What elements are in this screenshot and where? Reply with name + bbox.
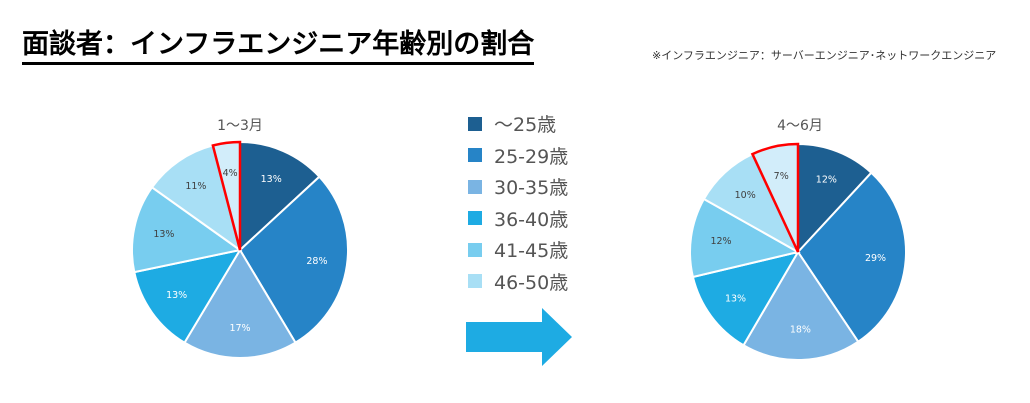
legend-item: 30-35歳	[468, 171, 568, 203]
legend-item: ～25歳	[468, 108, 568, 140]
pie-slice	[150, 144, 242, 253]
legend-label: 46-50歳	[494, 271, 569, 294]
slice-label: 12%	[816, 175, 837, 186]
legend-swatch	[468, 242, 482, 257]
pie-title-q2: 4～6月	[777, 118, 823, 134]
highlight-outline	[750, 142, 800, 253]
highlight-outline	[211, 140, 242, 251]
legend-item: 46-50歳	[468, 266, 568, 298]
slice-label: 13%	[166, 290, 187, 301]
slice-label: 17%	[229, 323, 250, 334]
slice-label: 4%	[223, 168, 238, 179]
slice-label: 13%	[725, 293, 746, 304]
slice-label: 29%	[865, 253, 886, 264]
slice-label: 28%	[306, 256, 327, 267]
pie-slice	[742, 250, 860, 361]
footnote: ※インフラエンジニア：サーバーエンジニア･ネットワークエンジニア	[652, 49, 997, 62]
pie-slice	[239, 140, 321, 253]
slice-label: 12%	[710, 236, 731, 247]
pie-slice	[131, 185, 243, 274]
legend-item: 25-29歳	[468, 140, 568, 172]
pie-title-q1: 1～3月	[217, 118, 263, 134]
slice-label: 13%	[153, 229, 174, 240]
legend-label: ～25歳	[494, 114, 557, 137]
slice-label: 11%	[185, 181, 206, 192]
legend-swatch	[468, 211, 482, 226]
legend-swatch	[468, 274, 482, 289]
slice-label: 18%	[790, 325, 811, 336]
arrow-right-icon	[466, 308, 572, 366]
pie-slice	[183, 248, 297, 359]
pie-slice	[797, 142, 873, 255]
slice-label: 13%	[261, 174, 282, 185]
legend-swatch	[468, 116, 482, 131]
legend: ～25歳 25-29歳 30-35歳 36-40歳 41-45歳 46-50歳	[468, 108, 568, 297]
pie-slice	[238, 175, 349, 345]
slice-label: 7%	[774, 171, 789, 182]
pie-slice	[133, 248, 243, 345]
legend-label: 25-29歳	[494, 145, 569, 168]
pie-slice	[691, 250, 801, 347]
pie-slice	[689, 197, 801, 279]
legend-label: 41-45歳	[494, 240, 569, 263]
slice-label: 10%	[735, 190, 756, 201]
legend-swatch	[468, 179, 482, 194]
legend-item: 41-45歳	[468, 234, 568, 266]
legend-item: 36-40歳	[468, 203, 568, 235]
legend-label: 36-40歳	[494, 208, 569, 231]
legend-swatch	[468, 148, 482, 163]
page-title: 面談者：インフラエンジニア年齢別の割合	[22, 28, 535, 65]
legend-label: 30-35歳	[494, 177, 569, 200]
pie-slice	[796, 171, 907, 344]
